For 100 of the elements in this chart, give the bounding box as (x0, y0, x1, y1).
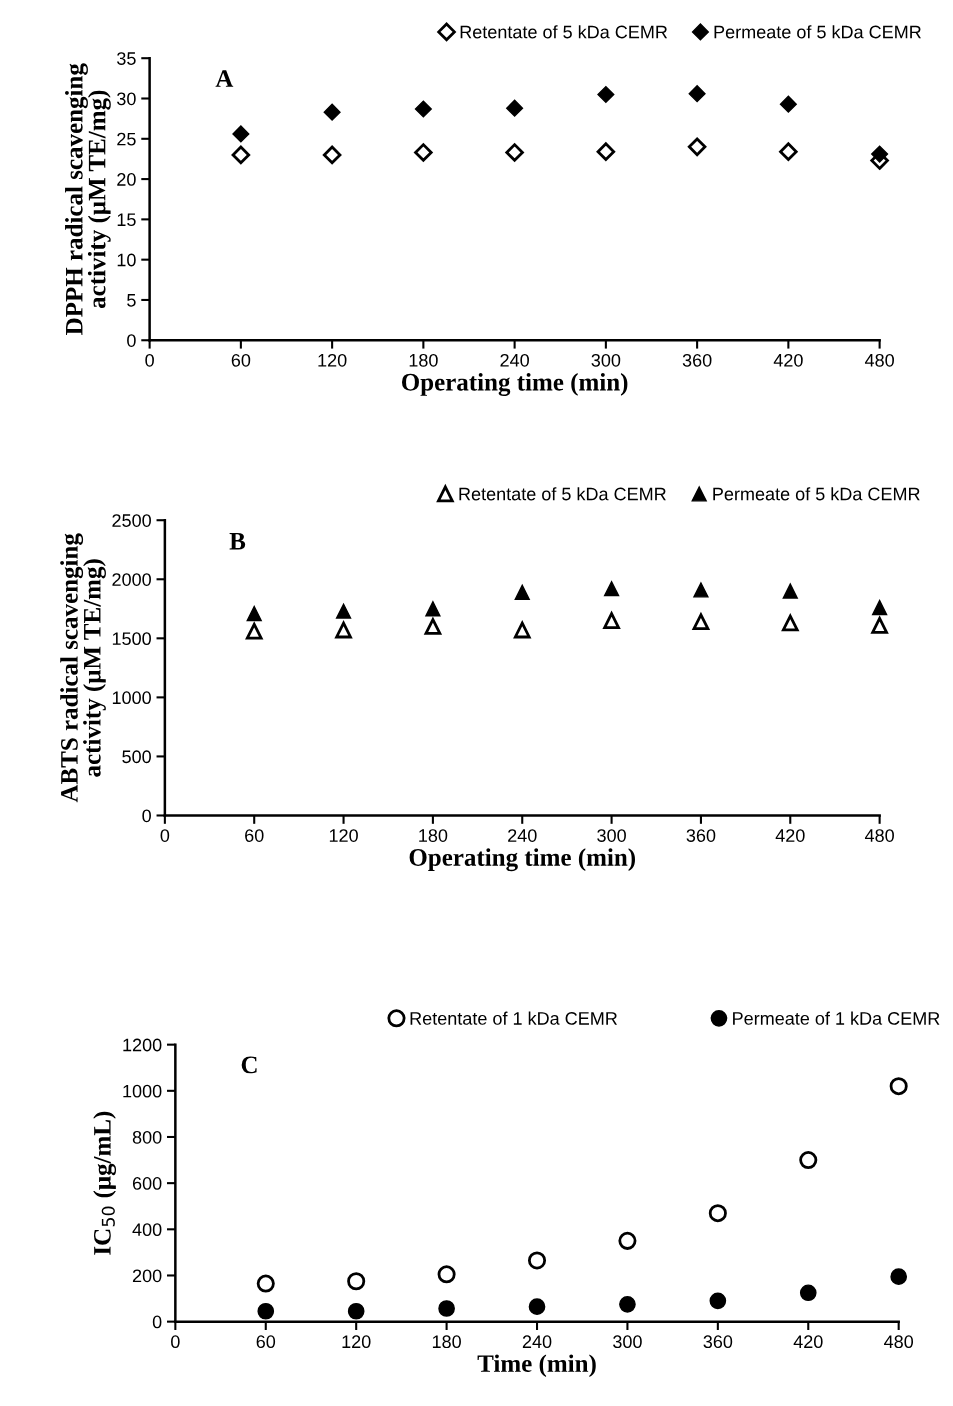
x-tick-label: 60 (245, 829, 264, 842)
y-axis-title: ABTS radical scavenging activity (μM TE/mg) (60, 533, 106, 803)
x-axis-title: Time (min) (477, 1354, 596, 1378)
x-axis-title: Operating time (min) (409, 848, 636, 872)
point (871, 599, 888, 616)
point (506, 99, 524, 117)
x-tick-label: 480 (864, 353, 894, 367)
x-tick-label: 360 (682, 353, 712, 367)
point (603, 581, 620, 597)
point (528, 1298, 546, 1315)
legend-label: Permeate of 5 kDa CEMR (713, 487, 920, 501)
point (232, 125, 250, 143)
y-tick-label: 25 (117, 132, 136, 146)
point (257, 1302, 275, 1320)
x-tick-label: 300 (591, 353, 621, 367)
point (323, 103, 341, 121)
point (527, 1251, 547, 1270)
x-tick-label: 240 (500, 353, 529, 367)
legend-label: Permeate of 1 kDa CEMR (733, 1011, 940, 1025)
y-tick-label: 10 (117, 253, 136, 267)
x-tick-label: 60 (231, 353, 251, 367)
y-tick-label: 0 (142, 809, 151, 823)
y-tick-label: 30 (117, 92, 136, 106)
point (245, 622, 263, 640)
legend-label: Retentate of 5 kDa CEMR (459, 487, 666, 501)
point (437, 1265, 456, 1284)
point (619, 1295, 636, 1313)
point (782, 583, 798, 599)
x-tick-label: 0 (171, 1335, 180, 1349)
x-axis-title: Operating time (min) (401, 373, 628, 396)
point (781, 614, 799, 632)
point (871, 617, 888, 634)
y-tick-label: 20 (117, 173, 136, 186)
y-tick-label: 15 (117, 213, 136, 227)
x-tick-label: 180 (432, 1335, 461, 1349)
point (596, 142, 616, 161)
y-tick-label: 1200 (123, 1038, 162, 1052)
x-tick-label: 480 (884, 1335, 914, 1349)
point (693, 582, 709, 598)
point (256, 1274, 275, 1293)
y-axis-title: IC$_{50}$ (μg/mL) (93, 1111, 117, 1255)
point (347, 1302, 365, 1320)
y-tick-label: 1000 (123, 1084, 162, 1098)
point (322, 145, 342, 165)
legend-label: Permeate of 5 kDa CEMR (714, 25, 921, 39)
legend-label: Retentate of 1 kDa CEMR (410, 1011, 618, 1025)
x-tick-label: 300 (613, 1335, 642, 1349)
point (335, 603, 352, 619)
x-tick-label: 120 (318, 353, 347, 367)
point (889, 1077, 908, 1096)
annotation: B (229, 533, 246, 550)
point (709, 1292, 727, 1310)
point (335, 621, 352, 639)
x-tick-label: 60 (256, 1335, 276, 1349)
point (618, 1231, 637, 1250)
point (231, 145, 251, 165)
y-tick-label: 5 (127, 294, 136, 307)
x-tick-label: 120 (329, 829, 358, 842)
y-tick-label: 1000 (112, 691, 151, 705)
point (799, 1284, 817, 1302)
point (425, 601, 441, 617)
point (603, 612, 620, 629)
x-tick-label: 180 (419, 829, 448, 842)
point (708, 1204, 727, 1223)
point (779, 142, 798, 161)
point (414, 143, 433, 162)
point (246, 605, 262, 622)
point (687, 137, 707, 157)
y-tick-label: 35 (117, 52, 136, 65)
point (347, 1272, 366, 1291)
x-tick-label: 120 (342, 1335, 371, 1349)
annotation: C (241, 1056, 257, 1074)
point (799, 1151, 818, 1170)
point (513, 621, 531, 639)
point (505, 143, 524, 162)
x-tick-label: 420 (793, 1335, 823, 1349)
point (692, 613, 710, 631)
x-tick-label: 360 (686, 829, 716, 842)
y-tick-label: 0 (152, 1315, 162, 1329)
x-tick-label: 240 (508, 829, 537, 842)
point (514, 584, 530, 600)
point (424, 618, 442, 635)
x-tick-label: 360 (703, 1335, 733, 1349)
legend-label: Retentate of 5 kDa CEMR (460, 25, 668, 39)
y-tick-label: 800 (132, 1130, 162, 1144)
y-tick-label: 600 (132, 1177, 162, 1190)
y-tick-label: 500 (122, 750, 151, 764)
point (688, 85, 706, 103)
x-tick-label: 420 (773, 353, 803, 367)
annotation: A (215, 70, 234, 87)
y-tick-label: 2000 (112, 573, 151, 586)
y-tick-label: 1500 (112, 632, 151, 646)
point (438, 1300, 455, 1317)
point (779, 95, 797, 113)
point (597, 85, 615, 104)
x-tick-label: 300 (597, 829, 626, 842)
x-tick-label: 180 (409, 353, 438, 367)
x-tick-label: 420 (775, 829, 805, 842)
x-tick-label: 0 (160, 829, 170, 842)
y-tick-label: 200 (132, 1269, 162, 1283)
